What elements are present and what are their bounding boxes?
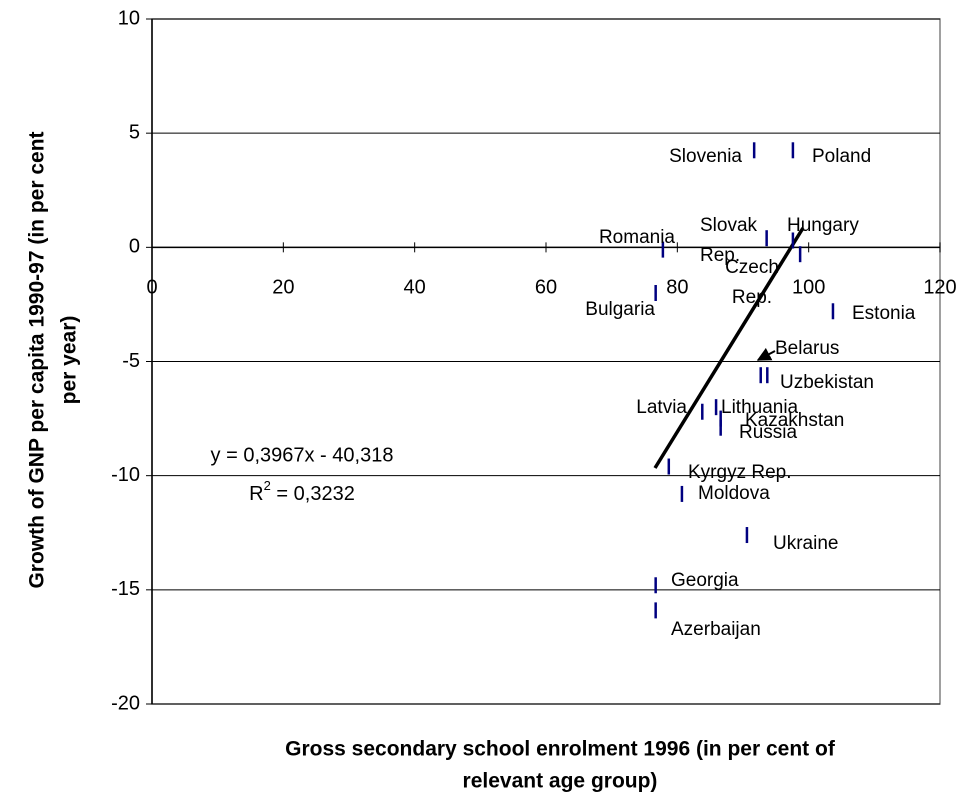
point-label: Slovak (700, 215, 758, 236)
point-label: Bulgaria (585, 299, 655, 320)
point-label: Russia (739, 422, 798, 443)
y-tick-label: -20 (111, 692, 140, 714)
x-tick-label: 40 (404, 277, 426, 299)
point-label: Kyrgyz Rep. (688, 462, 791, 483)
point-label: Kazakhstan (745, 410, 844, 431)
point-label: Hungary (787, 215, 859, 236)
y-tick-label: 5 (129, 121, 140, 143)
x-tick-label: 100 (792, 277, 825, 299)
equation: y = 0,3967x - 40,318 (211, 444, 394, 466)
point-label: Georgia (671, 570, 739, 591)
point-label: Slovenia (669, 146, 742, 167)
point-label: Rep. (700, 245, 740, 266)
point-label: Ukraine (773, 533, 838, 554)
x-tick-label: 20 (272, 277, 294, 299)
y-tick-label: 0 (129, 236, 140, 258)
trendline (653, 227, 805, 469)
point-label: Czech (725, 257, 779, 278)
x-title: Gross secondary school enrolment 1996 (i… (285, 738, 836, 761)
y-tick-label: -15 (111, 578, 140, 600)
y-tick-label: -10 (111, 464, 140, 486)
r-squared: R2 = 0,3232 (249, 478, 355, 505)
r2-text: = 0,3232 (271, 483, 355, 505)
point-label: Moldova (698, 483, 770, 504)
arrow (756, 347, 776, 361)
point-label: Lithuania (721, 397, 799, 418)
x-tick-label: 80 (666, 277, 688, 299)
point-label: Uzbekistan (780, 372, 874, 393)
point-label: Azerbaijan (671, 619, 761, 640)
y-tick-label: 10 (118, 7, 140, 29)
x-title: relevant age group) (463, 770, 658, 793)
point-label: Latvia (636, 397, 687, 418)
x-tick-label: 60 (535, 277, 557, 299)
point-label: Estonia (852, 303, 916, 324)
y-tick-label: -5 (122, 350, 140, 372)
x-tick-label: 120 (923, 277, 956, 299)
y-title: Growth of GNP per capita 1990-97 (in per… (26, 131, 49, 588)
point-label: Romania (599, 227, 675, 248)
x-tick-label: 0 (146, 277, 157, 299)
r2-exponent: 2 (264, 478, 271, 493)
y-title: per year) (58, 316, 81, 405)
point-label: Poland (812, 146, 871, 167)
point-label: Rep. (732, 287, 772, 308)
point-label: Belarus (775, 338, 839, 359)
r2-symbol: R (249, 483, 263, 505)
